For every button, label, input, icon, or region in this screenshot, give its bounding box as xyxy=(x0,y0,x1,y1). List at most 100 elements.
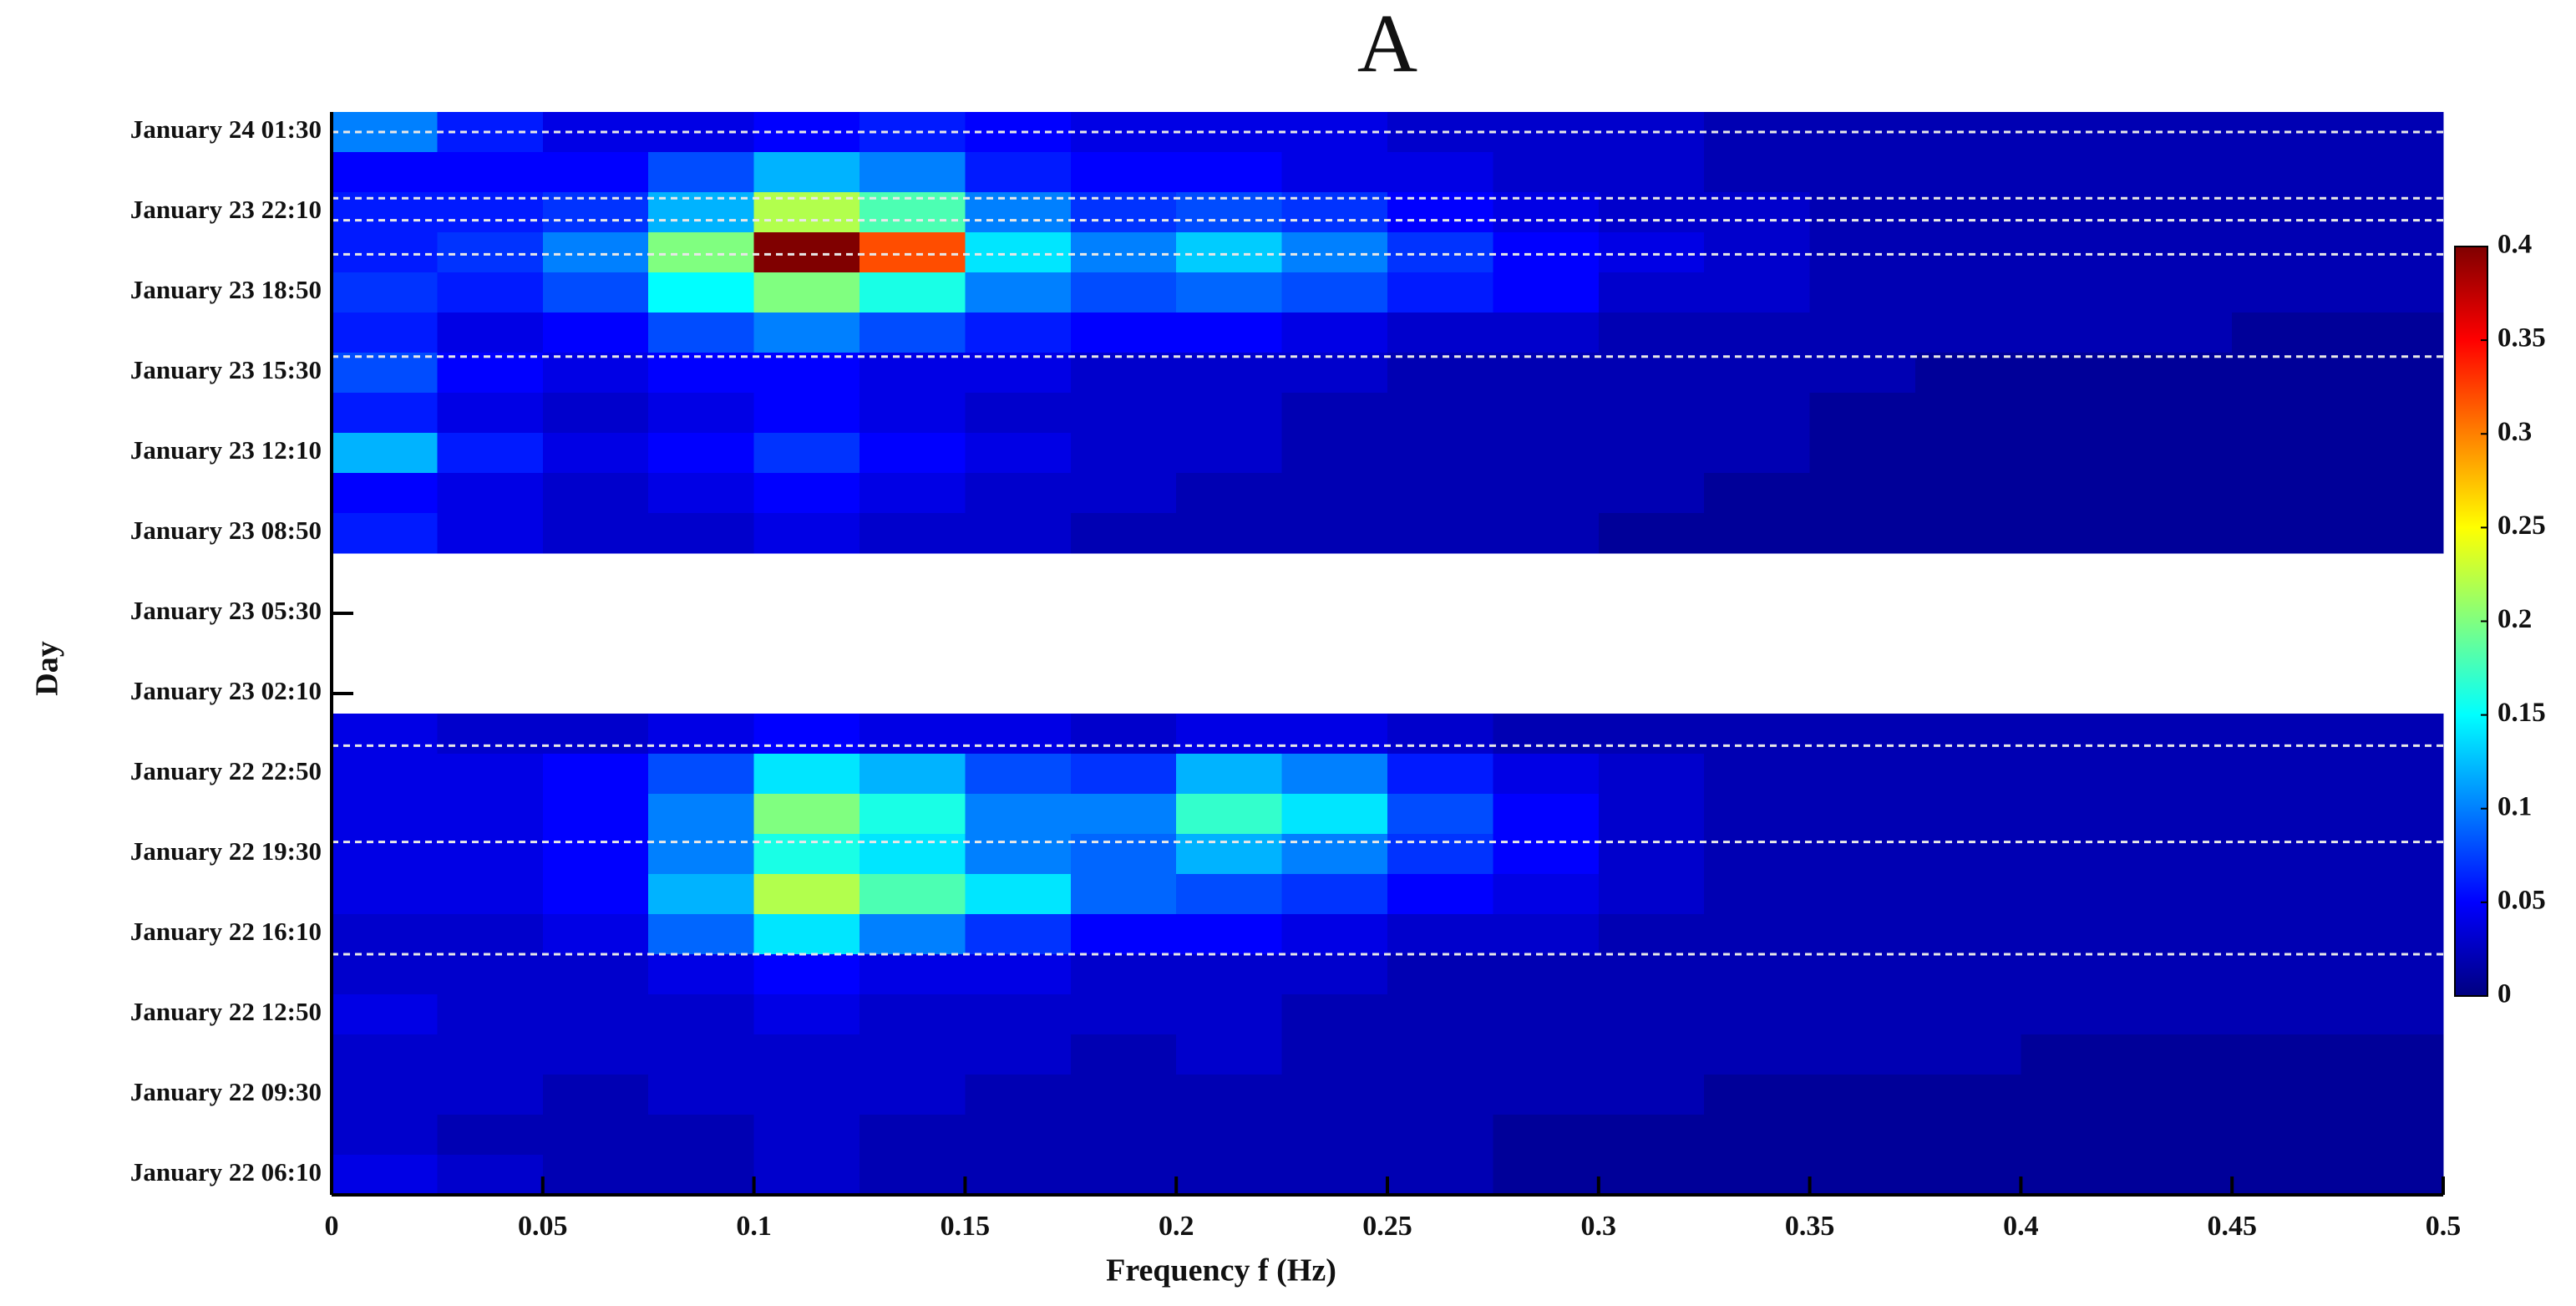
heatmap-cell xyxy=(542,874,649,915)
heatmap-cell xyxy=(965,393,1072,434)
heatmap-cell xyxy=(1915,794,2021,835)
y-axis-label: Day xyxy=(30,641,65,695)
heatmap-cell xyxy=(332,1155,438,1196)
heatmap-cell xyxy=(1493,112,1600,153)
heatmap-cell xyxy=(437,794,544,835)
heatmap-cell xyxy=(2232,1075,2339,1115)
heatmap-cell xyxy=(965,513,1072,554)
heatmap-cell xyxy=(1598,874,1705,915)
heatmap-cell xyxy=(965,272,1072,313)
heatmap-cell xyxy=(753,874,860,915)
heatmap-cell xyxy=(965,473,1072,514)
heatmap-cell xyxy=(1070,714,1177,755)
heatmap-cell xyxy=(1493,754,1600,795)
heatmap-cell xyxy=(753,313,860,353)
heatmap-cell xyxy=(1176,513,1283,554)
x-tick-label: 0.4 xyxy=(2003,1211,2039,1242)
heatmap-cell xyxy=(437,313,544,353)
heatmap-cell xyxy=(2126,1034,2233,1075)
heatmap-cell xyxy=(2021,232,2127,273)
heatmap-cell xyxy=(1704,313,1811,353)
x-tick-label: 0.1 xyxy=(736,1211,772,1242)
heatmap-cell xyxy=(1915,994,2021,1035)
heatmap-cell xyxy=(753,754,860,795)
heatmap-cell xyxy=(965,152,1072,193)
heatmap-cell xyxy=(1070,232,1177,273)
heatmap-cell xyxy=(2021,433,2127,474)
heatmap-cell xyxy=(1070,1075,1177,1115)
heatmap-cell xyxy=(1809,152,1916,193)
heatmap-cell xyxy=(1281,433,1388,474)
heatmap-cell xyxy=(1809,112,1916,153)
x-tick-label: 0.5 xyxy=(2426,1211,2462,1242)
heatmap-cell xyxy=(2126,433,2233,474)
heatmap-cell xyxy=(1176,954,1283,995)
heatmap-cell xyxy=(2126,994,2233,1035)
heatmap-cell xyxy=(1387,914,1493,955)
heatmap-cell xyxy=(542,272,649,313)
heatmap-cell xyxy=(860,1075,966,1115)
heatmap-cell xyxy=(965,954,1072,995)
colorbar-tick-label: 0.15 xyxy=(2497,698,2546,728)
heatmap-cell xyxy=(1070,874,1177,915)
heatmap-cell xyxy=(648,874,755,915)
heatmap-cell xyxy=(1598,1034,1705,1075)
heatmap-cell xyxy=(437,272,544,313)
heatmap-cell xyxy=(965,192,1072,233)
heatmap-cell xyxy=(1598,433,1705,474)
heatmap-cell xyxy=(437,874,544,915)
heatmap-cell xyxy=(542,473,649,514)
heatmap-cell xyxy=(2232,874,2339,915)
heatmap-cell xyxy=(1070,152,1177,193)
heatmap-cell xyxy=(1387,834,1493,875)
heatmap-cell xyxy=(1493,152,1600,193)
heatmap-cell xyxy=(437,1075,544,1115)
heatmap-cell xyxy=(965,914,1072,955)
heatmap-cell xyxy=(1598,1075,1705,1115)
heatmap-cell xyxy=(2126,272,2233,313)
heatmap-cell xyxy=(860,794,966,835)
heatmap-cell xyxy=(1281,313,1388,353)
heatmap-cell xyxy=(1915,433,2021,474)
heatmap-cell xyxy=(1176,994,1283,1035)
heatmap-cell xyxy=(648,353,755,394)
heatmap-cell xyxy=(437,754,544,795)
heatmap-cell xyxy=(2126,794,2233,835)
heatmap-cell xyxy=(1176,353,1283,394)
heatmap-cell xyxy=(965,353,1072,394)
heatmap-cell xyxy=(753,714,860,755)
heatmap-cell xyxy=(1598,272,1705,313)
heatmap-cell xyxy=(2337,353,2444,394)
heatmap-cell xyxy=(2337,794,2444,835)
heatmap-cell xyxy=(860,714,966,755)
colorbar-tick-label: 0.4 xyxy=(2497,230,2532,260)
heatmap-cell xyxy=(1493,433,1600,474)
heatmap-cell xyxy=(1493,272,1600,313)
heatmap-cell xyxy=(1281,513,1388,554)
heatmap-cell xyxy=(1598,232,1705,273)
heatmap-cell xyxy=(1281,754,1388,795)
heatmap-cell xyxy=(332,914,438,955)
heatmap-cell xyxy=(332,754,438,795)
heatmap-cell xyxy=(965,313,1072,353)
heatmap-cell xyxy=(332,272,438,313)
x-axis-label: Frequency f (Hz) xyxy=(1106,1253,1336,1288)
heatmap-cell xyxy=(1070,353,1177,394)
heatmap-cell xyxy=(2021,954,2127,995)
heatmap-cell xyxy=(332,513,438,554)
heatmap-cell xyxy=(1704,794,1811,835)
heatmap-cell xyxy=(2232,754,2339,795)
heatmap-cell xyxy=(965,112,1072,153)
heatmap-cell xyxy=(542,994,649,1035)
heatmap-cell xyxy=(1176,1034,1283,1075)
heatmap-cell xyxy=(1387,1034,1493,1075)
x-tick-label: 0.2 xyxy=(1159,1211,1194,1242)
heatmap-cell xyxy=(1070,1034,1177,1075)
heatmap-cell xyxy=(1493,714,1600,755)
heatmap-cell xyxy=(648,714,755,755)
heatmap-cell xyxy=(542,954,649,995)
heatmap-cell xyxy=(542,714,649,755)
heatmap-cell xyxy=(1176,1115,1283,1156)
heatmap-cell xyxy=(1704,714,1811,755)
heatmap-cell xyxy=(1704,112,1811,153)
